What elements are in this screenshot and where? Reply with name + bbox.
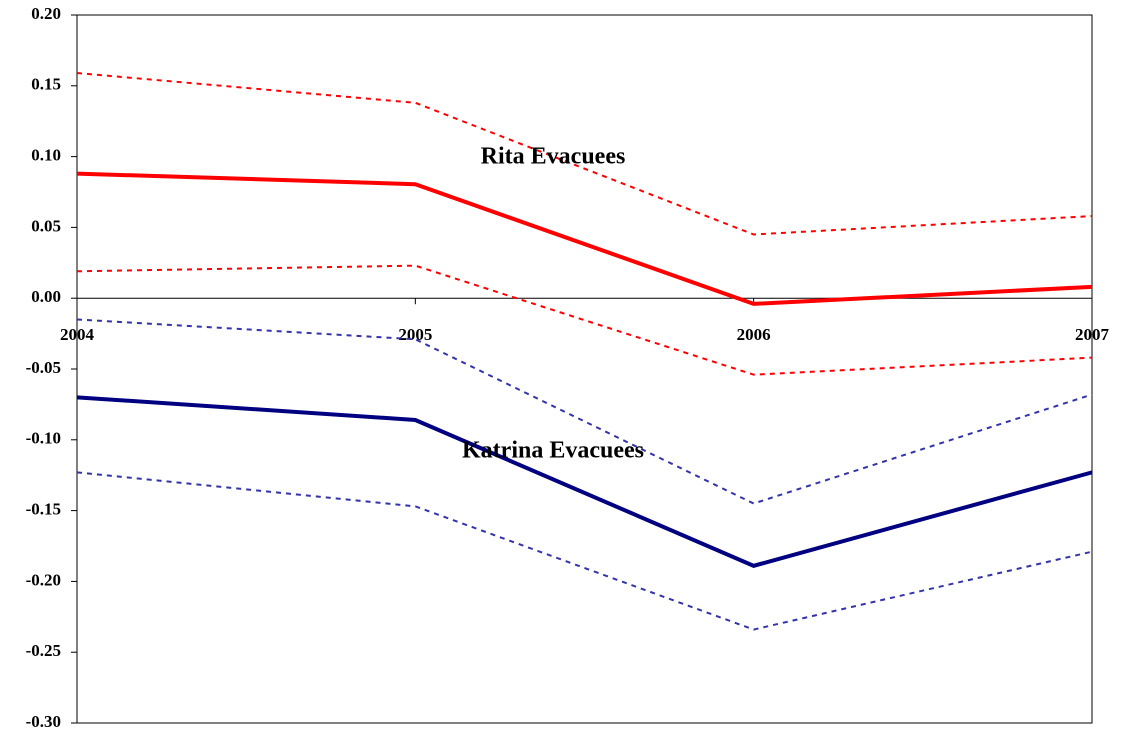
series-line [76,264,1093,376]
y-tick-label: 0.15 [31,75,61,94]
x-tick-label: 2007 [1075,325,1110,344]
annotation: Rita Evacuees [481,144,626,170]
series-line [76,318,1093,505]
y-tick-label: -0.30 [26,712,61,731]
series-line [76,395,1093,568]
y-tick-label: -0.15 [26,500,61,519]
series-line [76,471,1093,631]
y-tick-label: 0.10 [31,146,61,165]
annotation: Katrina Evacuees [462,438,644,464]
y-tick-label: -0.05 [26,358,61,377]
x-tick-label: 2006 [737,325,771,344]
x-tick-label: 2004 [60,325,95,344]
series-line [76,171,1093,306]
y-tick-label: 0.20 [31,4,61,23]
x-tick-label: 2005 [398,325,432,344]
y-tick-label: -0.10 [26,429,61,448]
y-tick-label: -0.20 [26,570,61,589]
plot-area [76,14,1093,724]
series-line [76,72,1093,236]
y-tick-label: 0.00 [31,287,61,306]
y-tick-label: 0.05 [31,216,61,235]
y-tick-label: -0.25 [26,641,61,660]
